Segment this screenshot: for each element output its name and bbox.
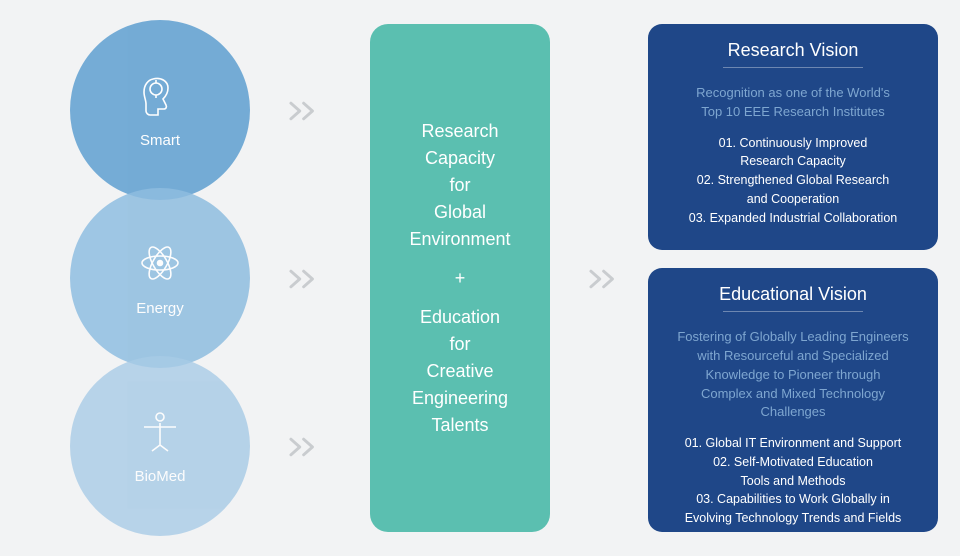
circle-biomed-label: BioMed bbox=[135, 468, 186, 485]
head-lightbulb-icon bbox=[136, 71, 184, 124]
research-vision-list: 01. Continuously ImprovedResearch Capaci… bbox=[668, 134, 918, 228]
center-block-education: Education for Creative Engineering Talen… bbox=[412, 304, 508, 439]
atom-icon bbox=[136, 239, 184, 292]
center-block-research: Research Capacity for Global Environment bbox=[409, 118, 510, 253]
educational-vision-subtitle: Fostering of Globally Leading Engineersw… bbox=[668, 328, 918, 422]
center-plus: + bbox=[455, 265, 466, 292]
educational-vision-list: 01. Global IT Environment and Support02.… bbox=[668, 434, 918, 528]
person-icon bbox=[136, 407, 184, 460]
circle-smart: Smart bbox=[70, 20, 250, 200]
research-vision-subtitle: Recognition as one of the World'sTop 10 … bbox=[668, 84, 918, 122]
arrow-icon bbox=[288, 436, 323, 458]
arrow-icon bbox=[588, 268, 623, 290]
educational-vision-box: Educational Vision Fostering of Globally… bbox=[648, 268, 938, 532]
circle-energy: Energy bbox=[70, 188, 250, 368]
research-vision-box: Research Vision Recognition as one of th… bbox=[648, 24, 938, 250]
center-panel: Research Capacity for Global Environment… bbox=[370, 24, 550, 532]
educational-vision-title: Educational Vision bbox=[668, 284, 918, 318]
circle-smart-label: Smart bbox=[140, 132, 180, 149]
arrow-icon bbox=[288, 268, 323, 290]
arrow-icon bbox=[288, 100, 323, 122]
research-vision-title: Research Vision bbox=[668, 40, 918, 74]
circle-biomed: BioMed bbox=[70, 356, 250, 536]
circle-energy-label: Energy bbox=[136, 300, 184, 317]
